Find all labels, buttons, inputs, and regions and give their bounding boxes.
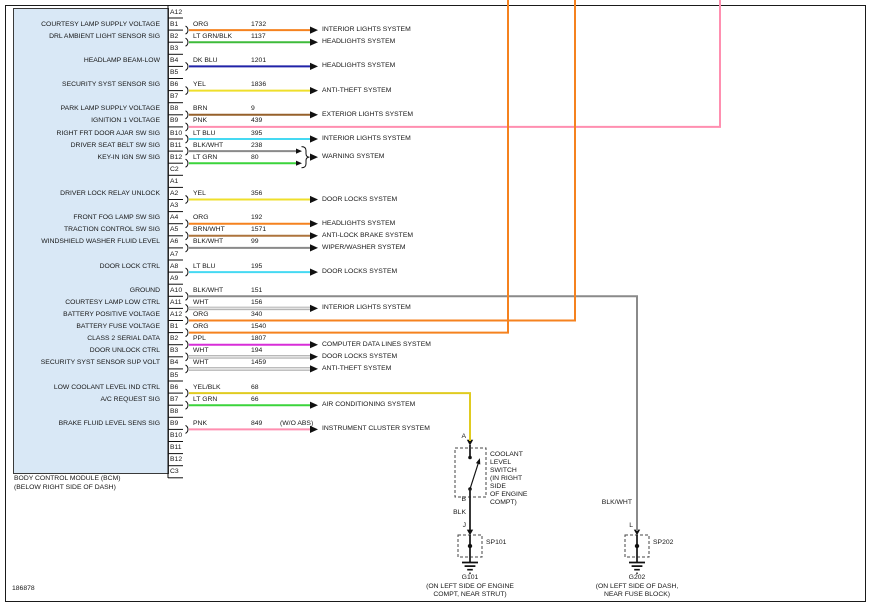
system-arrow	[310, 220, 318, 228]
pin-connector	[185, 340, 189, 350]
system-arrow	[310, 111, 318, 119]
pin-connector	[185, 316, 189, 325]
wire-segment	[189, 0, 509, 334]
pin-connector	[185, 243, 189, 253]
ground-g202-symbol	[629, 561, 645, 575]
pin-connector	[185, 231, 189, 241]
pin-connector	[185, 267, 189, 277]
pin-connector	[185, 291, 189, 301]
system-arrow	[310, 353, 318, 361]
pin-connector	[185, 400, 189, 410]
wire-segment	[189, 0, 721, 128]
wire-end-arrow	[296, 148, 302, 154]
pin-connector	[185, 328, 189, 338]
coolant-switch-blade	[469, 460, 480, 490]
system-arrow	[310, 244, 318, 252]
coolant-switch-blade-arrow	[475, 458, 481, 465]
pin-connector	[185, 219, 189, 229]
system-arrow	[310, 62, 318, 70]
system-arrow	[310, 195, 318, 204]
system-arrow	[310, 425, 318, 433]
wire-segment	[189, 0, 576, 322]
pin-connector	[185, 146, 189, 156]
pin-connector	[185, 352, 189, 362]
system-arrow	[310, 135, 318, 143]
merge-brace	[301, 146, 310, 169]
system-arrow	[310, 38, 318, 46]
wire-end-arrow	[296, 160, 302, 166]
system-arrow	[310, 232, 318, 240]
system-arrow	[310, 365, 318, 373]
pin-connector	[185, 86, 189, 96]
terminal-j-arrow	[466, 529, 474, 536]
diagram-frame	[5, 5, 866, 602]
system-arrow	[310, 26, 318, 34]
pin-connector	[185, 25, 189, 35]
terminal-l-arrow	[633, 529, 641, 536]
wire-segment	[189, 392, 471, 441]
system-arrow	[310, 341, 318, 349]
system-arrow	[310, 304, 318, 312]
pin-connector	[185, 424, 189, 434]
pin-connector	[185, 61, 189, 71]
system-arrow	[310, 87, 318, 95]
pin-connector	[185, 122, 189, 132]
system-arrow	[310, 401, 318, 409]
pin-connector	[185, 303, 189, 313]
pin-connector	[185, 37, 189, 47]
pin-connector	[185, 388, 189, 398]
ground-g101-symbol	[462, 561, 478, 575]
pin-connector	[185, 158, 189, 168]
splice-sp202-dot	[634, 543, 640, 549]
pin-connector	[185, 110, 189, 120]
system-arrow	[310, 153, 318, 161]
bcm-module-box	[13, 8, 169, 474]
coolant-switch-contact-top	[468, 455, 472, 460]
pin-connector	[185, 195, 189, 204]
splice-sp101-dot	[467, 543, 473, 549]
terminal-a-arrow	[466, 439, 474, 446]
wire-segment	[189, 295, 638, 531]
pin-connector	[185, 364, 189, 374]
pin-connector	[185, 134, 189, 144]
system-arrow	[310, 268, 318, 276]
